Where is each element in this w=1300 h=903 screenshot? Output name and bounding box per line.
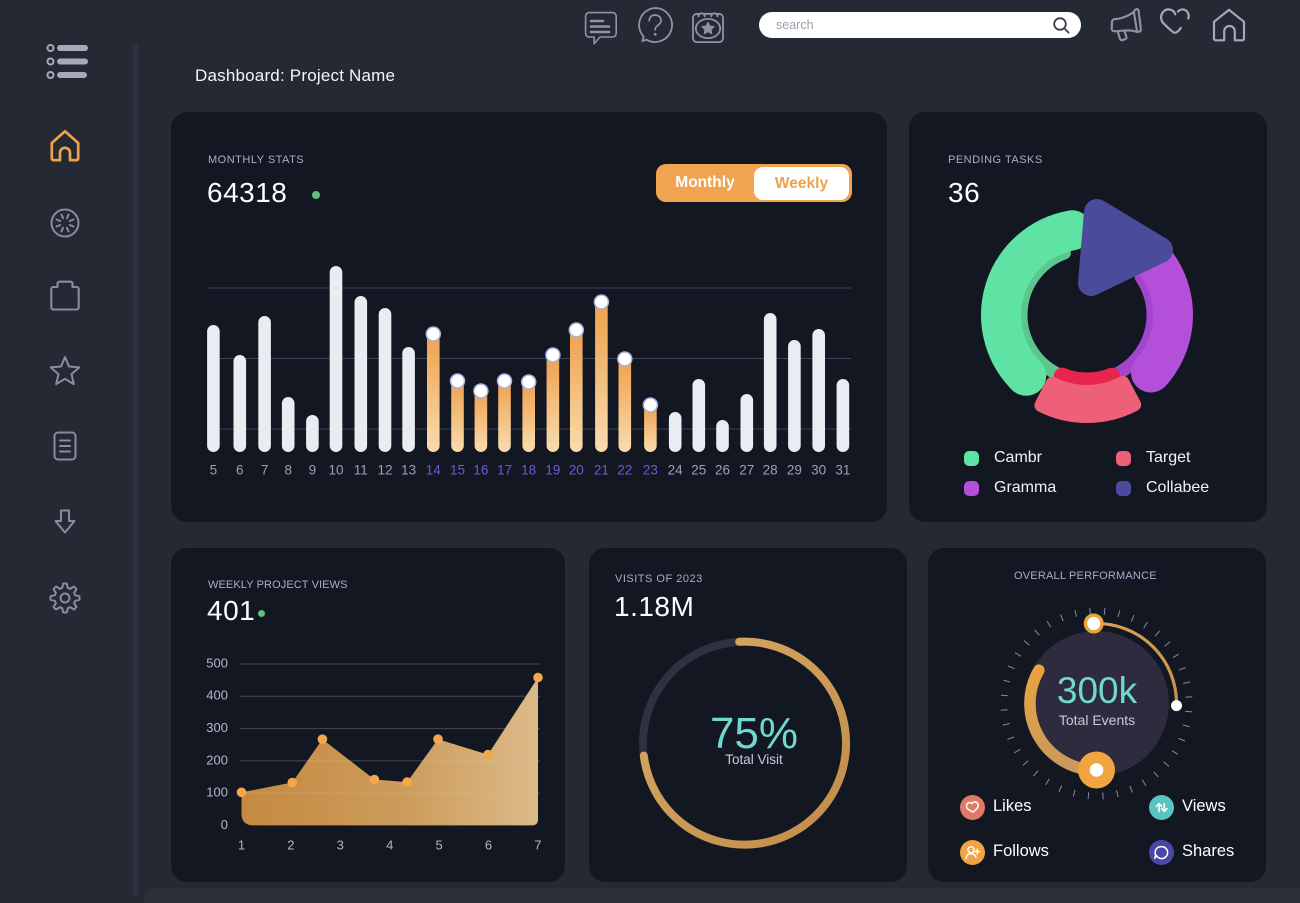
svg-text:30: 30 [811, 463, 826, 478]
svg-text:21: 21 [594, 463, 609, 478]
svg-text:26: 26 [715, 463, 730, 478]
svg-text:9: 9 [309, 463, 317, 478]
svg-text:2: 2 [287, 837, 294, 852]
svg-text:12: 12 [377, 463, 392, 478]
svg-text:200: 200 [206, 752, 228, 767]
svg-text:19: 19 [545, 463, 560, 478]
svg-text:400: 400 [206, 688, 228, 703]
svg-text:28: 28 [763, 463, 778, 478]
svg-text:15: 15 [450, 463, 465, 478]
svg-text:14: 14 [426, 463, 442, 478]
svg-text:24: 24 [668, 463, 684, 478]
svg-text:300: 300 [206, 720, 228, 735]
svg-text:7: 7 [261, 463, 269, 478]
svg-text:25: 25 [691, 463, 706, 478]
svg-text:8: 8 [284, 463, 292, 478]
svg-text:6: 6 [485, 837, 492, 852]
svg-text:27: 27 [739, 463, 754, 478]
svg-text:31: 31 [835, 463, 850, 478]
svg-text:100: 100 [206, 785, 228, 800]
svg-text:10: 10 [328, 463, 343, 478]
svg-text:4: 4 [386, 837, 393, 852]
svg-text:1: 1 [238, 837, 245, 852]
svg-text:20: 20 [569, 463, 584, 478]
svg-text:6: 6 [236, 463, 244, 478]
svg-text:7: 7 [534, 837, 541, 852]
svg-text:16: 16 [473, 463, 488, 478]
svg-text:3: 3 [337, 837, 344, 852]
svg-text:13: 13 [401, 463, 416, 478]
svg-text:11: 11 [354, 463, 368, 478]
svg-text:500: 500 [206, 655, 228, 670]
svg-text:29: 29 [787, 463, 802, 478]
svg-text:5: 5 [210, 463, 218, 478]
svg-text:5: 5 [435, 837, 442, 852]
svg-text:23: 23 [643, 463, 658, 478]
svg-text:0: 0 [221, 817, 228, 832]
svg-text:22: 22 [617, 463, 632, 478]
svg-text:17: 17 [497, 463, 512, 478]
svg-text:18: 18 [521, 463, 536, 478]
